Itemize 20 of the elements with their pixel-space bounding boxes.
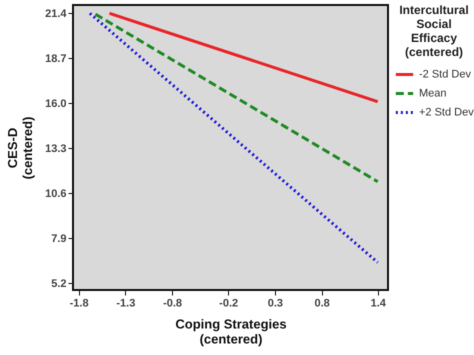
y-axis-title: CES-D (centered) <box>5 116 36 180</box>
y-tick-label: 16.0 <box>45 98 66 110</box>
y-tick-label: 21.4 <box>45 8 68 20</box>
legend-label: +2 Std Dev <box>419 106 474 118</box>
x-tick-label: -1.3 <box>116 298 136 310</box>
x-tick-label: -0.2 <box>219 298 238 310</box>
y-tick-label: 18.7 <box>45 52 66 65</box>
x-tick-label: 0.8 <box>314 298 330 310</box>
legend-title: Intercultural Social Efficacy (centered) <box>399 3 469 59</box>
legend-label: Mean <box>419 88 447 100</box>
legend-label: -2 Std Dev <box>419 68 472 80</box>
x-tick-label: -1.8 <box>70 298 89 310</box>
y-tick-label: 7.9 <box>51 232 66 245</box>
x-axis-title: Coping Strategies (centered) <box>175 316 287 346</box>
y-tick-label: 5.2 <box>51 278 66 290</box>
y-tick-label: 13.3 <box>45 142 66 155</box>
x-tick-label: 1.4 <box>370 298 387 310</box>
y-tick-label: 10.6 <box>45 188 66 200</box>
x-tick-label: -0.8 <box>163 298 182 310</box>
x-tick-label: 0.3 <box>268 298 284 310</box>
